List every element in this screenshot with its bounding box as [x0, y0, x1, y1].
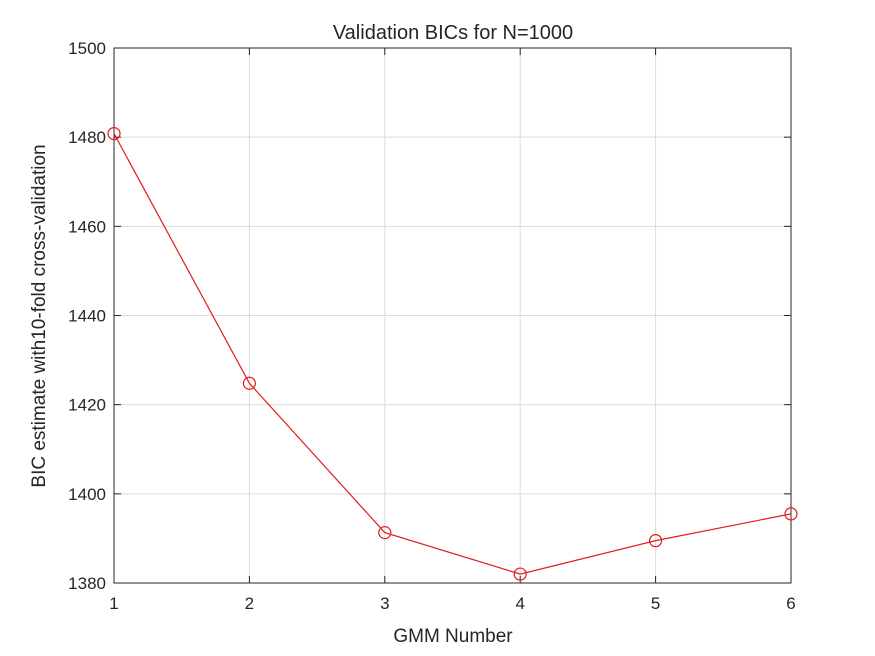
data-point-marker — [784, 507, 798, 521]
y-tick-label: 1500 — [68, 39, 106, 58]
data-layer — [107, 127, 798, 581]
ticks-layer: 1 2 3 4 5 6 1380 1400 1420 1440 1460 1480 1500 — [68, 39, 796, 613]
x-tick-label: 5 — [651, 594, 660, 613]
chart-title: Validation BICs for N=1000 — [333, 22, 573, 44]
x-tick-label: 4 — [515, 594, 524, 613]
y-tick-label: 1400 — [68, 485, 106, 504]
y-tick-label: 1420 — [68, 396, 106, 415]
data-point-marker — [648, 534, 663, 548]
data-point-marker — [242, 376, 256, 390]
y-tick-label: 1460 — [68, 217, 106, 236]
data-point-marker — [513, 567, 527, 581]
y-tick-label: 1380 — [68, 574, 106, 593]
series-line — [113, 133, 792, 575]
y-tick-label: 1480 — [68, 128, 106, 147]
x-axis-label: GMM Number — [393, 626, 513, 647]
y-axis-label: BIC estimate with10-fold cross-validatio… — [29, 144, 50, 487]
x-tick-label: 2 — [245, 594, 254, 613]
data-point-marker — [378, 526, 392, 540]
x-tick-label: 1 — [109, 594, 118, 613]
y-tick-label: 1440 — [68, 307, 106, 326]
data-point-marker — [107, 127, 121, 141]
x-tick-label: 6 — [786, 594, 795, 613]
x-tick-label: 3 — [380, 594, 389, 613]
